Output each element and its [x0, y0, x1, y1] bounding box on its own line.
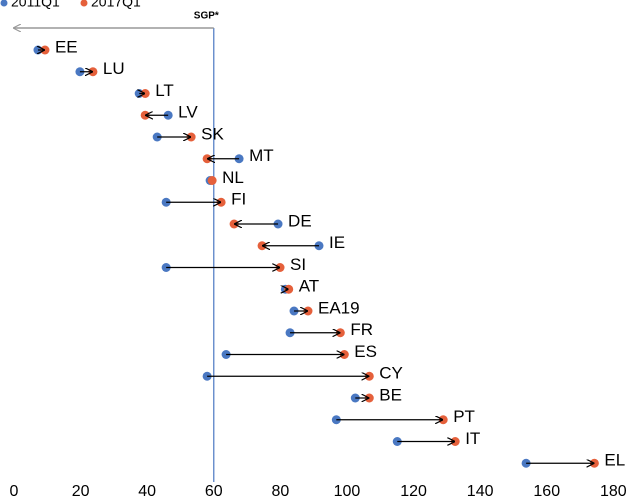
dot-end	[207, 176, 217, 185]
category-label: SI	[290, 255, 306, 274]
category-label: EE	[55, 37, 78, 56]
category-label: IT	[465, 429, 480, 448]
category-label: LU	[103, 59, 125, 78]
category-label: BE	[379, 385, 402, 404]
x-tick-label: 140	[467, 483, 494, 500]
x-tick-label: 180	[600, 483, 627, 500]
category-label: AT	[299, 277, 319, 296]
category-label: IE	[329, 233, 345, 252]
legend-marker	[80, 0, 88, 7]
legend-marker	[0, 0, 8, 7]
category-label: FR	[350, 320, 373, 339]
category-label: ES	[354, 342, 377, 361]
category-label: DE	[288, 211, 312, 230]
category-label: LT	[155, 81, 174, 100]
category-label: SK	[201, 124, 224, 143]
category-label: LV	[178, 103, 198, 122]
x-tick-label: 120	[400, 483, 427, 500]
x-tick-label: 20	[72, 483, 90, 500]
category-label: MT	[249, 146, 274, 165]
x-tick-label: 100	[334, 483, 361, 500]
category-label: EL	[604, 451, 625, 470]
category-label: EA19	[318, 298, 360, 317]
legend-label: 2011Q1	[11, 0, 60, 10]
x-tick-label: 0	[10, 483, 19, 500]
x-tick-label: 160	[533, 483, 560, 500]
category-label: NL	[222, 168, 244, 187]
category-label: PT	[453, 407, 475, 426]
category-label: FI	[231, 190, 246, 209]
category-label: CY	[379, 364, 403, 383]
reference-label: SGP*	[194, 11, 219, 22]
legend-label: 2017Q1	[91, 0, 141, 10]
x-tick-label: 60	[205, 483, 223, 500]
x-tick-label: 40	[138, 483, 156, 500]
x-tick-label: 80	[271, 483, 289, 500]
